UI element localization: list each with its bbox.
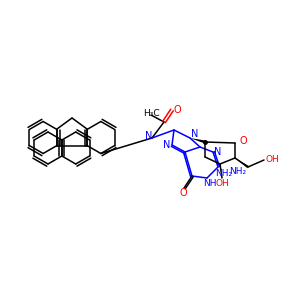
Text: N: N xyxy=(145,131,153,141)
Text: OH: OH xyxy=(265,155,279,164)
Text: NH: NH xyxy=(203,178,217,188)
Text: OH: OH xyxy=(215,179,229,188)
Polygon shape xyxy=(190,138,206,143)
Text: N: N xyxy=(214,147,222,157)
Text: N: N xyxy=(163,140,171,150)
Text: O: O xyxy=(173,105,181,115)
Polygon shape xyxy=(235,158,249,168)
Text: NH₂: NH₂ xyxy=(215,169,232,178)
Text: NH₂: NH₂ xyxy=(229,167,246,176)
Text: O: O xyxy=(239,136,247,146)
Text: N: N xyxy=(191,129,199,139)
Text: H₃C: H₃C xyxy=(143,109,160,118)
Text: O: O xyxy=(179,188,187,198)
